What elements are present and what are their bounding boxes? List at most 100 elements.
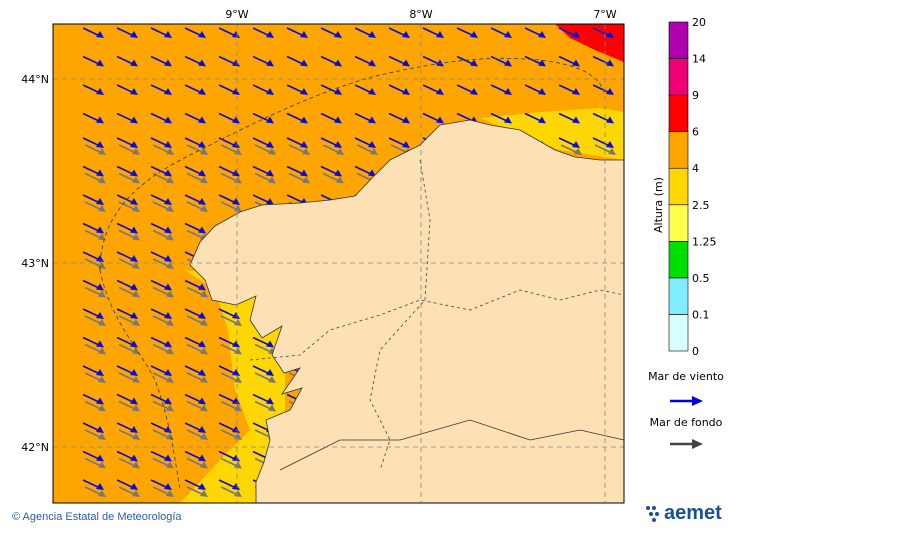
- arrow-shaft: [152, 429, 171, 439]
- arrow-head: [164, 255, 172, 262]
- wave-arrow: [186, 429, 208, 440]
- wave-arrow: [218, 393, 240, 405]
- lat-label: 44°N: [21, 73, 49, 86]
- arrow-head: [266, 141, 274, 148]
- arrow-head: [402, 31, 410, 38]
- arrow-shaft: [286, 165, 305, 176]
- colorbar-label: 14: [692, 53, 706, 66]
- arrow-shaft: [558, 112, 577, 123]
- arrow-head: [98, 490, 106, 497]
- arrow-shaft: [220, 486, 239, 496]
- arrow-head: [200, 176, 208, 184]
- arrow-head: [368, 116, 376, 124]
- arrow-shaft: [354, 27, 373, 37]
- arrow-shaft: [82, 84, 101, 94]
- arrow-shaft: [84, 201, 103, 211]
- arrow-head: [538, 31, 546, 38]
- wave-arrow: [150, 279, 172, 291]
- arrow-head: [300, 116, 308, 124]
- arrow-shaft: [627, 395, 644, 403]
- arrow-head: [402, 88, 410, 95]
- arrow-shaft: [220, 372, 239, 382]
- border: [279, 419, 624, 471]
- arrow-head: [234, 376, 242, 383]
- arrow-shaft: [82, 308, 101, 318]
- wave-arrow: [82, 27, 104, 38]
- arrow-head: [640, 60, 648, 67]
- arrow-head: [132, 290, 140, 298]
- arrow-shaft: [354, 112, 373, 123]
- wave-arrow: [627, 138, 648, 148]
- arrow-head: [640, 284, 648, 291]
- arrow-shaft: [524, 27, 543, 37]
- arrow-head: [130, 255, 138, 262]
- wave-arrow: [220, 343, 242, 355]
- arrow-shaft: [627, 338, 644, 346]
- arrow-shaft: [150, 251, 169, 261]
- wave-arrow: [558, 112, 580, 124]
- arrow-head: [368, 31, 376, 38]
- arrow-shaft: [116, 137, 135, 147]
- arrow-shaft: [150, 365, 169, 375]
- arrow-head: [334, 31, 342, 38]
- arrow-head: [200, 404, 208, 412]
- arrow-head: [334, 169, 342, 177]
- arrow-head: [166, 461, 174, 469]
- arrow-shaft: [150, 27, 169, 37]
- arrow-shaft: [118, 343, 137, 354]
- wave-arrow: [218, 365, 240, 376]
- arrow-head: [266, 31, 274, 38]
- arrow-shaft: [627, 480, 644, 488]
- wave-arrow: [150, 165, 172, 177]
- arrow-head: [132, 319, 140, 326]
- arrow-shaft: [186, 457, 205, 468]
- arrow-shaft: [186, 343, 205, 354]
- wave-arrow: [254, 144, 276, 155]
- arrow-head: [436, 88, 444, 95]
- arrow-shaft: [388, 84, 407, 94]
- lat-label: 42°N: [21, 441, 49, 454]
- arrow-head: [132, 376, 140, 383]
- wave-arrow: [629, 145, 650, 155]
- arrow-shaft: [116, 393, 135, 404]
- arrow-head: [198, 226, 206, 234]
- wave-arrow: [218, 422, 240, 433]
- arrow-head: [164, 369, 172, 376]
- arrow-shaft: [152, 343, 171, 354]
- wave-arrow: [286, 55, 308, 67]
- arrow-shaft: [82, 137, 101, 147]
- arrow-head: [336, 176, 344, 184]
- arrow-shaft: [218, 27, 237, 37]
- arrow-head: [198, 141, 206, 148]
- arrow-head: [334, 116, 342, 124]
- arrow-shaft: [388, 55, 407, 66]
- wave-arrow: [354, 112, 376, 124]
- colorbar-label: 0.1: [692, 308, 710, 321]
- arrow-head: [642, 205, 650, 212]
- wave-arrow: [627, 395, 648, 405]
- arrow-head: [200, 205, 208, 212]
- arrow-head: [130, 198, 138, 205]
- arrow-shaft: [627, 366, 644, 374]
- arrow-shaft: [356, 144, 375, 154]
- wave-arrow: [116, 165, 138, 177]
- wave-arrow: [82, 165, 104, 177]
- wave-arrow: [82, 450, 104, 462]
- wave-arrow: [186, 286, 208, 298]
- arrow-shaft: [629, 373, 646, 381]
- wave-arrow: [82, 422, 104, 433]
- arrow-shaft: [320, 84, 339, 94]
- arrow-shaft: [186, 486, 205, 496]
- arrow-head: [198, 88, 206, 95]
- arrow-shaft: [627, 85, 644, 93]
- arrow-shaft: [152, 144, 171, 154]
- arrow-shaft: [84, 286, 103, 297]
- arrow-head: [268, 148, 276, 155]
- arrow-shaft: [152, 372, 171, 382]
- arrow-shaft: [82, 165, 101, 176]
- arrow-head: [300, 141, 308, 148]
- arrow-shaft: [592, 137, 611, 147]
- arrow-head: [234, 433, 242, 440]
- wave-arrow: [252, 27, 274, 38]
- arrow-head: [200, 461, 208, 469]
